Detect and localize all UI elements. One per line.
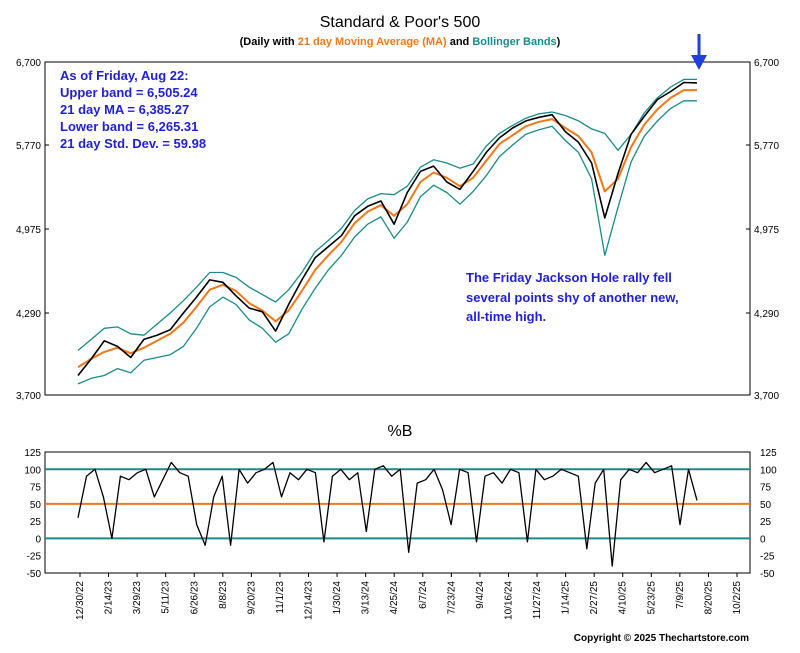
comment-line: The Friday Jackson Hole rally fell <box>466 270 672 285</box>
y-tick-label: 0 <box>760 534 766 545</box>
y-tick-label: -25 <box>760 552 775 563</box>
y-tick-label: 3,700 <box>16 391 41 402</box>
y-tick-label: 100 <box>760 465 777 476</box>
chart-title: Standard & Poor's 500 <box>320 14 481 31</box>
series-line-2 <box>77 78 697 351</box>
y-tick-label: 0 <box>35 534 41 545</box>
subtitle-ma: 21 day Moving Average (MA) <box>298 36 447 48</box>
comment-line: several points shy of another new, <box>466 290 679 305</box>
y-tick-label: 4,290 <box>16 309 41 320</box>
x-tick-label: 11/1/23 <box>275 581 286 614</box>
y-tick-label: 75 <box>760 483 772 494</box>
y-tick-label: 4,290 <box>754 309 779 320</box>
copyright: Copyright © 2025 Thechartstore.com <box>574 633 749 644</box>
subtitle-prefix: (Daily with <box>240 36 298 48</box>
y-tick-label: 3,700 <box>754 391 779 402</box>
as-of-line: Upper band = 6,505.24 <box>60 85 198 100</box>
price-plot-frame <box>44 61 751 396</box>
pctb-title: %B <box>388 423 413 440</box>
y-tick-label: 50 <box>30 500 42 511</box>
series-line-3 <box>77 100 697 385</box>
x-tick-label: 11/27/24 <box>532 581 543 620</box>
comment-annotation: The Friday Jackson Hole rally fell sever… <box>466 270 679 324</box>
y-tick-label: 5,770 <box>754 141 779 152</box>
y-tick-label: 6,700 <box>754 58 779 69</box>
chart-subtitle: (Daily with 21 day Moving Average (MA) a… <box>240 36 561 48</box>
as-of-line: Lower band = 6,265.31 <box>60 119 198 134</box>
x-tick-label: 8/8/23 <box>218 581 229 609</box>
y-tick-label: 5,770 <box>16 141 41 152</box>
x-tick-label: 12/30/22 <box>75 581 86 620</box>
x-tick-label: 10/2/25 <box>732 581 743 615</box>
y-tick-label: 4,975 <box>754 225 779 236</box>
y-tick-label: 6,700 <box>16 58 41 69</box>
price-series-group <box>77 78 698 385</box>
subtitle-bb: Bollinger Bands <box>472 36 556 48</box>
series-line-0 <box>77 81 698 376</box>
pctb-y-axis: 125 125 100 100 75 75 50 50 25 25 0 0 -25 -25 -50 -50 <box>24 448 777 580</box>
y-tick-label: 50 <box>760 500 772 511</box>
y-tick-label: 125 <box>760 448 777 459</box>
x-tick-label: 6/26/23 <box>189 581 200 615</box>
x-tick-label: 2/27/25 <box>589 581 600 615</box>
x-tick-label: 4/25/24 <box>389 581 400 615</box>
as-of-line: As of Friday, Aug 22: <box>60 68 189 83</box>
as-of-annotation: As of Friday, Aug 22: Upper band = 6,505… <box>60 68 206 151</box>
subtitle-mid: and <box>447 36 473 48</box>
price-y-axis: 6,700 6,700 5,770 5,770 4,975 4,975 4,290 4,290… <box>16 58 779 402</box>
subtitle-suffix: ) <box>557 36 561 48</box>
pctb-series-group <box>77 461 698 567</box>
date-x-axis: 12/30/22 2/14/23 3/29/23 5/11/23 6/26/23 8/8/… <box>75 573 743 620</box>
x-tick-label: 7/9/25 <box>675 581 686 609</box>
as-of-line: 21 day Std. Dev. = 59.98 <box>60 136 206 151</box>
y-tick-label: -50 <box>27 569 42 580</box>
y-tick-label: 25 <box>760 517 772 528</box>
x-tick-label: 10/16/24 <box>503 581 514 620</box>
pctb-reference-lines <box>45 468 750 540</box>
y-tick-label: -25 <box>27 552 42 563</box>
y-tick-label: 4,975 <box>16 225 41 236</box>
x-tick-label: 4/10/25 <box>618 581 629 615</box>
x-tick-label: 12/14/23 <box>304 581 315 620</box>
x-tick-label: 1/14/25 <box>561 581 572 615</box>
y-tick-label: 25 <box>30 517 42 528</box>
y-tick-label: -50 <box>760 569 775 580</box>
x-tick-label: 7/23/24 <box>446 581 457 615</box>
x-tick-label: 3/13/24 <box>361 581 372 615</box>
x-tick-label: 2/14/23 <box>104 581 115 615</box>
x-tick-label: 5/11/23 <box>161 581 172 614</box>
y-tick-label: 100 <box>24 465 41 476</box>
x-tick-label: 3/29/23 <box>132 581 143 615</box>
x-tick-label: 9/4/24 <box>475 581 486 609</box>
x-tick-label: 6/7/24 <box>418 581 429 609</box>
y-tick-label: 125 <box>24 448 41 459</box>
x-tick-label: 9/20/23 <box>246 581 257 615</box>
x-tick-label: 8/20/25 <box>703 581 714 615</box>
comment-line: all-time high. <box>466 309 546 324</box>
x-tick-label: 5/23/25 <box>646 581 657 615</box>
as-of-line: 21 day MA = 6,385.27 <box>60 102 189 117</box>
down-arrow-icon <box>691 34 707 70</box>
pctb-line <box>77 461 698 567</box>
series-line-1 <box>77 89 697 369</box>
y-tick-label: 75 <box>30 483 42 494</box>
x-tick-label: 1/30/24 <box>332 581 343 615</box>
